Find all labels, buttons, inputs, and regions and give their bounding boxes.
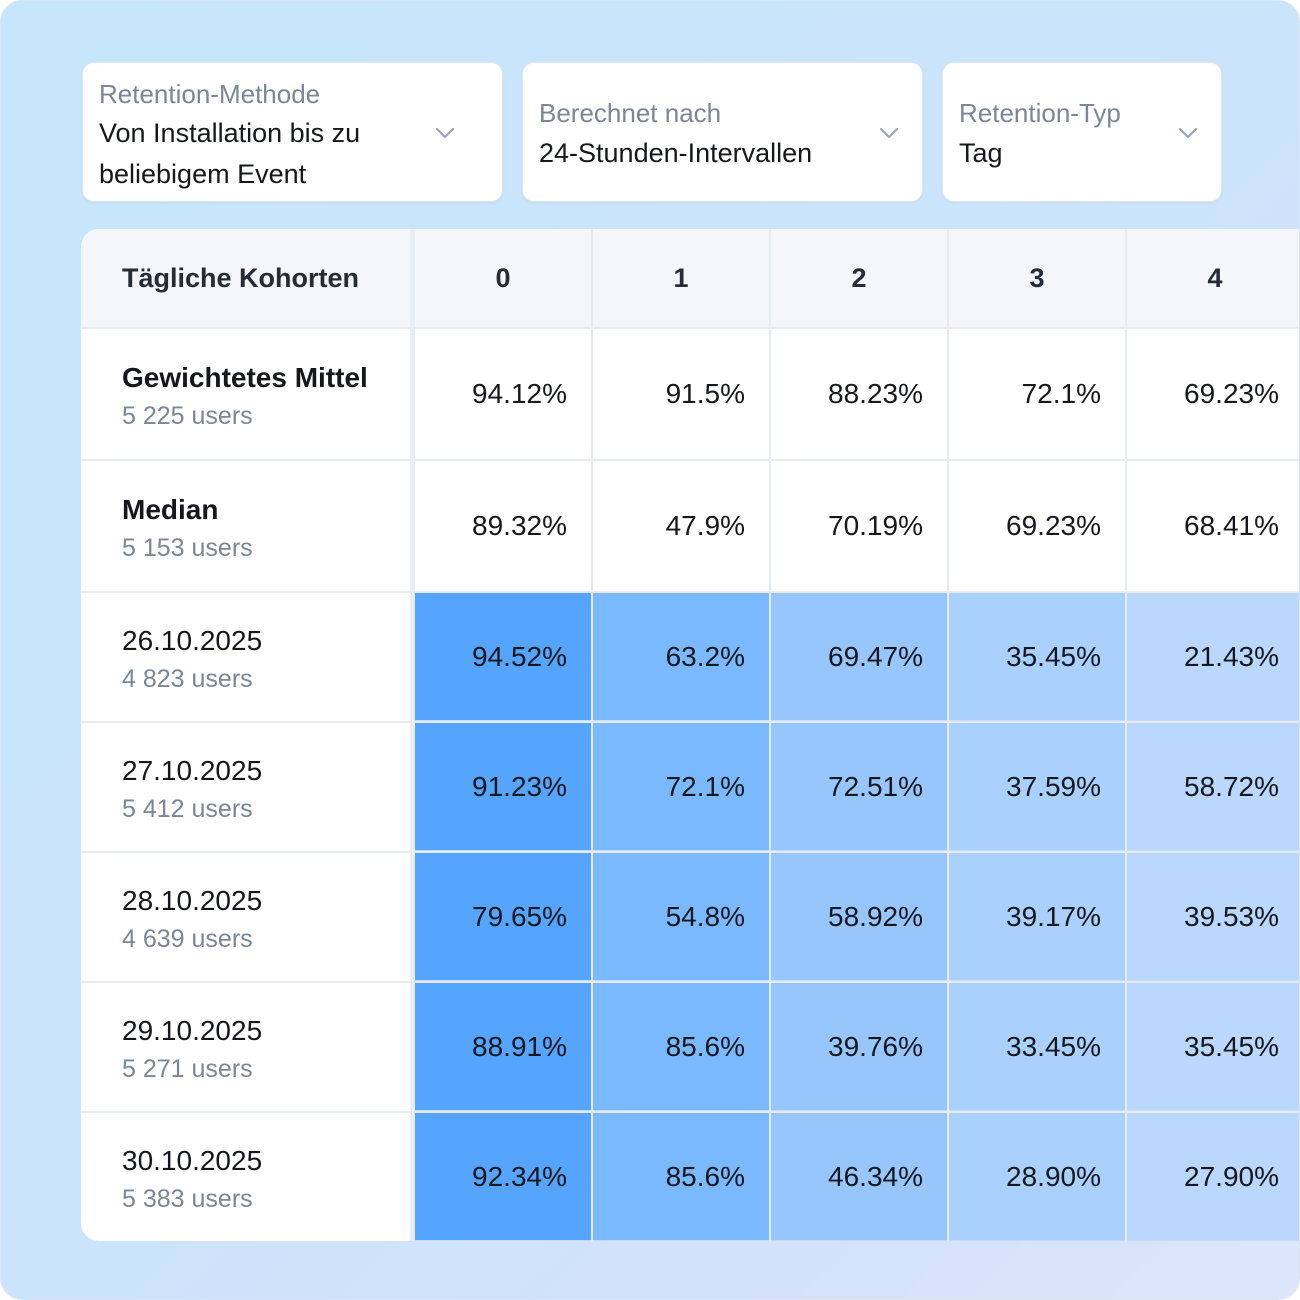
retention-cell[interactable]: 35.45% [1127, 982, 1299, 1112]
calculated-by-dropdown[interactable]: Berechnet nach 24-Stunden-Intervallen [522, 62, 923, 202]
retention-cell[interactable]: 28.90% [949, 1112, 1125, 1241]
cohort-row[interactable]: 26.10.2025 4 823 users 94.52% 63.2% 69.47% 35… [81, 592, 1299, 722]
retention-cell[interactable]: 68.41% [1184, 510, 1279, 541]
retention-cell[interactable]: 69.47% [771, 592, 947, 722]
retention-cell[interactable]: 46.34% [771, 1112, 947, 1241]
retention-cell[interactable]: 63.2% [593, 592, 769, 722]
summary-row[interactable]: Gewichtetes Mittel 5 225 users 94.12% 91.5%… [81, 328, 1299, 460]
chevron-down-icon[interactable] [877, 121, 901, 145]
day-column-header: 3 [1029, 263, 1045, 293]
retention-cell[interactable]: 47.9% [665, 510, 745, 541]
retention-cell[interactable]: 58.92% [771, 852, 947, 982]
retention-cell[interactable]: 27.90% [1127, 1112, 1299, 1241]
cohort-date: 27.10.2025 [122, 755, 263, 786]
retention-method-dropdown[interactable]: Retention-Methode Von Installation bis z… [82, 62, 503, 202]
cohort-row[interactable]: 30.10.2025 5 383 users 92.34% 85.6% 46.34% 28… [81, 1112, 1299, 1241]
day-column-header: 2 [851, 263, 867, 293]
retention-cell[interactable]: 92.34% [415, 1112, 591, 1241]
row-divider [81, 591, 1299, 593]
retention-method-value-line-1: Von Installation bis zu [99, 118, 361, 148]
summary-row-title: Median [122, 494, 219, 525]
chevron-down-icon[interactable] [1176, 121, 1200, 145]
row-divider [81, 1111, 1299, 1113]
retention-cell[interactable]: 72.1% [593, 722, 769, 852]
row-divider [81, 851, 1299, 853]
cohort-date: 30.10.2025 [122, 1145, 263, 1176]
column-divider [591, 229, 593, 1241]
retention-cell[interactable]: 89.32% [472, 510, 567, 541]
retention-cell[interactable]: 85.6% [593, 982, 769, 1112]
retention-cell[interactable]: 72.51% [771, 722, 947, 852]
retention-cell[interactable]: 35.45% [949, 592, 1125, 722]
summary-row-title: Gewichtetes Mittel [122, 362, 368, 393]
cohort-date: 26.10.2025 [122, 625, 263, 656]
retention-cell[interactable]: 69.23% [1006, 510, 1101, 541]
row-divider [81, 721, 1299, 723]
retention-cell[interactable]: 21.43% [1127, 592, 1299, 722]
retention-method-label: Retention-Methode [99, 79, 321, 109]
calculated-by-value: 24-Stunden-Intervallen [539, 138, 813, 168]
column-divider [1125, 229, 1127, 1241]
user-count: 4 639 users [122, 925, 253, 953]
retention-type-label: Retention-Typ [959, 98, 1121, 128]
cohort-row[interactable]: 27.10.2025 5 412 users 91.23% 72.1% 72.51% 37… [81, 722, 1299, 852]
table-header: Tägliche Kohorten 0 1 2 3 4 [81, 229, 1299, 328]
retention-table: Tägliche Kohorten 0 1 2 3 4 Gewichtetes Mitt… [81, 229, 1299, 1241]
retention-cell[interactable]: 69.23% [1184, 378, 1279, 409]
user-count: 5 225 users [122, 402, 253, 430]
chevron-down-icon[interactable] [433, 121, 457, 145]
user-count: 4 823 users [122, 665, 253, 693]
retention-cell[interactable]: 94.52% [415, 592, 591, 722]
retention-cell[interactable]: 54.8% [593, 852, 769, 982]
retention-cell[interactable]: 33.45% [949, 982, 1125, 1112]
cohort-date: 28.10.2025 [122, 885, 263, 916]
retention-cell[interactable]: 70.19% [828, 510, 923, 541]
retention-type-value: Tag [959, 138, 1003, 168]
cohort-row[interactable]: 29.10.2025 5 271 users 88.91% 85.6% 39.76% 33… [81, 982, 1299, 1112]
user-count: 5 271 users [122, 1055, 253, 1083]
day-column-header: 0 [495, 263, 511, 293]
user-count: 5 412 users [122, 795, 253, 823]
summary-row[interactable]: Median 5 153 users 89.32% 47.9% 70.19% 69.23%… [81, 460, 1299, 592]
retention-cell[interactable]: 58.72% [1127, 722, 1299, 852]
column-divider [947, 229, 949, 1241]
day-column-header: 1 [673, 263, 689, 293]
header-divider [81, 327, 1299, 329]
calculated-by-label: Berechnet nach [539, 98, 722, 128]
user-count: 5 153 users [122, 534, 253, 562]
user-count: 5 383 users [122, 1185, 253, 1213]
retention-cell[interactable]: 94.12% [472, 378, 567, 409]
retention-cell[interactable]: 85.6% [593, 1112, 769, 1241]
retention-cell[interactable]: 39.53% [1127, 852, 1299, 982]
retention-method-value-line-2: beliebigem Event [99, 159, 307, 189]
retention-cell[interactable]: 72.1% [1021, 378, 1101, 409]
row-divider [81, 459, 1299, 461]
day-column-header: 4 [1207, 263, 1223, 293]
retention-cell[interactable]: 37.59% [949, 722, 1125, 852]
retention-cell[interactable]: 79.65% [415, 852, 591, 982]
cohort-row[interactable]: 28.10.2025 4 639 users 79.65% 54.8% 58.92% 39… [81, 852, 1299, 982]
retention-cell[interactable]: 88.91% [415, 982, 591, 1112]
retention-cell[interactable]: 39.76% [771, 982, 947, 1112]
row-divider [81, 981, 1299, 983]
retention-type-dropdown[interactable]: Retention-Typ Tag [942, 62, 1222, 202]
cohort-column-header: Tägliche Kohorten [122, 263, 360, 293]
retention-cell[interactable]: 39.17% [949, 852, 1125, 982]
column-separator [410, 229, 415, 1241]
cohort-date: 29.10.2025 [122, 1015, 263, 1046]
retention-cell[interactable]: 91.23% [415, 722, 591, 852]
column-divider [769, 229, 771, 1241]
retention-cell[interactable]: 88.23% [828, 378, 923, 409]
retention-cell[interactable]: 91.5% [665, 378, 745, 409]
